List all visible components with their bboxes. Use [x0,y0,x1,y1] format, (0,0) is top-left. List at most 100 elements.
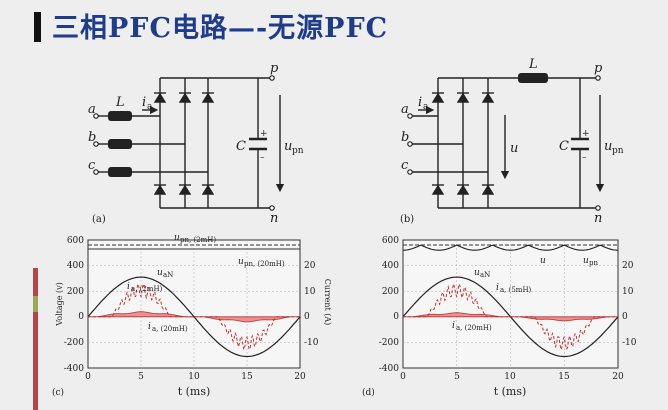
cap-minus: – [260,153,265,163]
circuit-a-inductors [108,111,132,177]
label-uan-sub: aN [163,271,173,279]
plot-c-x-tick: 10 [188,372,200,382]
plot-c-y2-tick: 0 [304,312,310,322]
plot-c-xlabel: t (ms) [178,385,211,398]
plot-d-y-tick: 400 [382,261,399,271]
node-c-label: c [401,158,409,173]
label-ia-5mh-sub: a, (5mH) [500,286,532,294]
label-upn-2mh-sub: pn, (2mH) [180,236,216,244]
node-b-label: b [88,130,96,145]
label-upn-2mh: u [174,233,180,243]
node-p-label: p [594,61,603,76]
panel-d-label: (d) [362,387,375,398]
panel-a-label: (a) [92,214,106,225]
label-upn-20mh-sub: pn, (20mH) [244,260,285,268]
circuit-b [410,77,605,209]
plot-d-y-tick: 0 [393,312,399,322]
current-label: i [142,95,146,110]
cap-minus: – [582,153,587,163]
plot-c-y-tick: -400 [64,364,84,374]
label-uan-sub: aN [480,271,490,279]
title-bullet-bar [34,12,41,42]
label-uan: u [157,268,163,278]
plot-c: 600 400 200 0 -200 -400 20 10 0 -10 0 5 … [52,233,332,398]
side-strip-mid [33,296,38,312]
label-u: u [540,256,546,266]
plot-c-y-tick: 400 [67,261,84,271]
plot-d-y-tick: -400 [379,364,399,374]
plot-c-y-tick: -200 [64,338,84,348]
voltage-sub: pn [612,146,624,156]
plot-d-x-tick: 20 [612,372,624,382]
plot-d-y2-tick: 20 [622,261,634,271]
capacitor-label: C [236,139,246,154]
plot-d-x-tick: 15 [558,372,570,382]
label-upn: u [583,256,589,266]
plot-d-x-tick: 0 [400,372,406,382]
cap-plus: + [582,129,590,139]
label-uan: u [474,268,480,278]
circuit-b-inductor [518,73,548,83]
current-label: i [418,95,422,110]
plot-c-y2-tick: 10 [304,287,316,297]
label-ia-2mh-sub: a, (2mH) [131,285,163,293]
circuit-b-diodes [431,92,495,195]
plot-d-y2-tick: 10 [622,287,634,297]
label-upn-20mh: u [238,257,244,267]
side-strip-bottom [33,312,38,410]
node-n-label: n [270,211,278,226]
voltage-label: u [284,139,292,154]
node-c-label: c [88,158,96,173]
label-ia-20mh: i [148,322,151,332]
label-ia-20mh-sub: a, (20mH) [456,324,492,332]
side-strip-top [33,268,38,296]
plot-d-y2-tick: 0 [622,312,628,322]
plot-d-xlabel: t (ms) [494,385,527,398]
plot-d-y-tick: 200 [382,287,399,297]
capacitor-label: C [559,139,569,154]
plot-c-y2label: Current (A) [323,279,332,326]
plot-d-y-tick: 600 [382,236,399,246]
node-p-label: p [270,61,279,76]
panel-b-label: (b) [400,214,414,225]
plot-c-x-tick: 15 [241,372,253,382]
slide-title: 三相PFC电路—-无源PFC [52,13,389,44]
label-ia-2mh: i [127,282,130,292]
plot-c-x-tick: 5 [138,372,144,382]
voltage-sub: pn [292,146,304,156]
label-upn-sub: pn [589,259,598,267]
voltage-label: u [604,139,612,154]
circuit-a-diodes [153,92,215,195]
plot-c-y-tick: 600 [67,236,84,246]
dc-voltage-label: u [510,141,518,156]
plot-c-y2-tick: -10 [304,338,319,348]
label-ia-20mh: i [452,321,455,331]
label-ia-20mh-sub: a, (20mH) [152,325,188,333]
current-sub: a [147,102,153,112]
inductor-label: L [528,57,538,72]
current-sub: a [423,102,429,112]
plot-c-y-tick: 0 [78,312,84,322]
cap-plus: + [260,129,268,139]
node-a-label: a [401,102,409,117]
plot-d-y-tick: -200 [379,338,399,348]
plot-d-x-tick: 5 [454,372,460,382]
plot-c-y-tick: 200 [67,287,84,297]
node-n-label: n [594,211,602,226]
plot-c-x-tick: 20 [294,372,306,382]
circuit-b-terminals [407,75,601,211]
plot-c-y2-tick: 20 [304,261,316,271]
plot-c-x-tick: 0 [85,372,91,382]
inductor-label: L [115,95,125,110]
plot-d-y2-tick: -10 [622,338,637,348]
circuit-b-labels: a b c p n L i a u C + – u pn (b) [400,57,624,226]
plot-d: 600 400 200 0 -200 -400 20 10 0 -10 0 5 … [362,236,637,398]
circuit-a-labels: a b c p n L i a C + – u pn (a) [88,61,304,226]
node-b-label: b [401,130,409,145]
panel-c-label: (c) [52,387,64,398]
circuit-a-terminals [93,75,275,211]
plot-c-ylabel: Voltage (v) [55,282,64,327]
plot-d-x-tick: 10 [504,372,516,382]
